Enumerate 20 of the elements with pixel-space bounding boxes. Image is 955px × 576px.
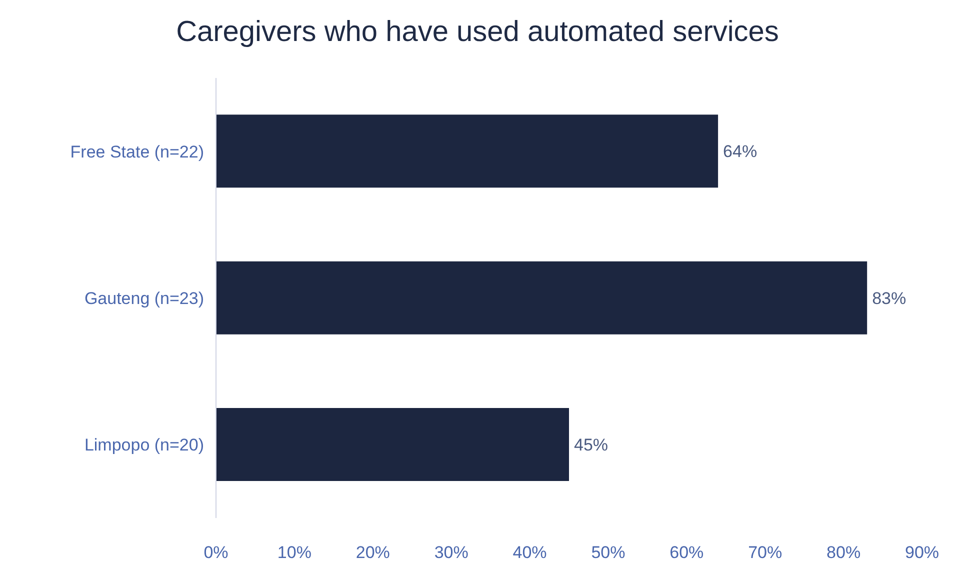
chart-title: Caregivers who have used automated services <box>175 16 780 49</box>
x-tick-label: 90% <box>904 543 940 562</box>
y-tick-label: Free State (n=22) <box>70 142 204 162</box>
x-tick-label: 80% <box>826 543 861 562</box>
x-tick-label: 10% <box>277 543 312 562</box>
x-tick-label: 40% <box>512 543 547 562</box>
x-tick-label: 70% <box>748 543 782 562</box>
x-tick-label: 50% <box>591 543 626 562</box>
x-tick-label: 30% <box>434 543 468 562</box>
bar <box>216 114 718 188</box>
x-tick-label: 60% <box>670 543 704 562</box>
x-tick-label: 0% <box>204 543 228 562</box>
y-tick-label: Gauteng (n=23) <box>84 289 204 308</box>
y-tick-label: Limpopo (n=20) <box>84 436 204 455</box>
data-label: 64% <box>723 142 758 162</box>
x-tick-label: 20% <box>356 543 390 562</box>
bar <box>216 261 868 334</box>
bar <box>216 408 569 481</box>
data-label: 83% <box>872 288 906 308</box>
data-label: 45% <box>574 436 608 455</box>
